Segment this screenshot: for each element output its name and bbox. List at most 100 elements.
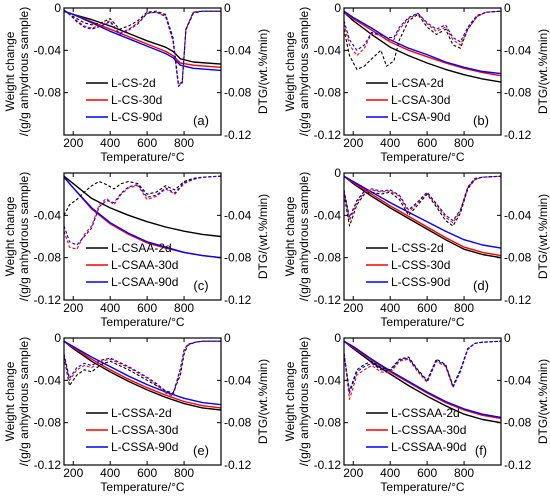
y-right-tick-label: -0.12 bbox=[504, 293, 532, 307]
y-right-tick-label: -0.04 bbox=[504, 43, 532, 57]
y-right-tick-label: -0.04 bbox=[224, 43, 252, 57]
y-right-tick-label: -0.12 bbox=[224, 128, 252, 142]
y-left-tick-label: -0.04 bbox=[34, 373, 62, 387]
x-tick-label: 400 bbox=[100, 136, 120, 150]
legend-label: L-CSSAA-2d bbox=[391, 406, 460, 420]
series-l-cssaa-2d-dtg bbox=[343, 340, 502, 392]
x-tick-label: 200 bbox=[343, 136, 363, 150]
y-left-tick-label: 0 bbox=[334, 166, 341, 180]
y-left-axis-label: Weight change bbox=[283, 31, 297, 111]
series-l-csaa-2d-tg bbox=[63, 175, 222, 238]
series-l-csa-90d-tg bbox=[343, 10, 502, 75]
series-l-cssa-90d-tg bbox=[63, 340, 222, 406]
y-left-tick-label: 0 bbox=[334, 331, 341, 345]
legend-label: L-CS-30d bbox=[111, 93, 162, 107]
series-l-css-2d-dtg bbox=[343, 175, 502, 227]
y-right-tick-label: -0.08 bbox=[224, 251, 252, 265]
legend-label: L-CS-2d bbox=[111, 76, 156, 90]
series-l-cssaa-90d-tg bbox=[343, 340, 502, 419]
x-tick-label: 400 bbox=[100, 466, 120, 480]
series-l-css-90d-dtg bbox=[343, 175, 502, 222]
series-l-css-90d-tg bbox=[343, 175, 502, 249]
panel-d: 200 400 600 800 0 -0.04 -0.08 -0.12 -0.04 -0.08 -0… bbox=[283, 166, 550, 329]
y-right-tick-label: 0 bbox=[224, 1, 231, 15]
y-right-tick-label: -0.12 bbox=[224, 458, 252, 472]
y-left-tick-label: -0.08 bbox=[34, 86, 62, 100]
y-right-tick-label: -0.08 bbox=[224, 416, 252, 430]
series-l-csaa-30d-dtg bbox=[63, 175, 222, 250]
legend-label: L-CSAA-90d bbox=[111, 275, 178, 289]
x-tick-label: 400 bbox=[100, 301, 120, 315]
y-left-tick-label: -0.12 bbox=[314, 293, 342, 307]
legend-label: L-CSSAA-30d bbox=[391, 423, 466, 437]
y-left-axis-label: /(g/g anhydrous sample) bbox=[297, 337, 311, 466]
panel-tag: (e) bbox=[193, 443, 209, 458]
y-left-tick-label: 0 bbox=[334, 1, 341, 15]
y-right-axis-label: DTG/(wt.%/min) bbox=[536, 29, 550, 114]
y-left-axis-label: /(g/g anhydrous sample) bbox=[297, 172, 311, 301]
y-left-tick-label: -0.04 bbox=[34, 208, 62, 222]
panel-tag: (a) bbox=[193, 113, 209, 128]
panel-tag: (c) bbox=[193, 278, 208, 293]
legend-label: L-CSS-90d bbox=[391, 275, 450, 289]
y-left-axis-label: Weight change bbox=[3, 196, 17, 276]
series-l-cs-30d-dtg bbox=[63, 9, 221, 87]
x-tick-label: 600 bbox=[417, 466, 437, 480]
x-tick-label: 800 bbox=[174, 136, 194, 150]
x-tick-label: 200 bbox=[63, 136, 83, 150]
plot-frame bbox=[63, 7, 222, 136]
x-axis-label: Temperature/°C bbox=[100, 315, 184, 329]
series-l-cssa-90d-dtg bbox=[63, 340, 221, 395]
x-tick-label: 600 bbox=[137, 136, 157, 150]
y-right-tick-label: -0.08 bbox=[504, 251, 532, 265]
y-right-tick-label: -0.04 bbox=[224, 373, 252, 387]
x-tick-label: 800 bbox=[454, 301, 474, 315]
panel-e: 200 400 600 800 0 -0.04 -0.08 -0.12 0 -0.04 -0.08 -… bbox=[3, 331, 270, 494]
legend-label: L-CSAA-30d bbox=[111, 258, 178, 272]
y-right-axis-label: DTG/(wt.%/min) bbox=[256, 29, 270, 114]
y-right-tick-label: 0 bbox=[504, 1, 511, 15]
y-left-tick-label: -0.04 bbox=[34, 43, 62, 57]
series-l-css-30d-tg bbox=[343, 175, 502, 257]
x-axis-label: Temperature/°C bbox=[100, 480, 184, 494]
series-l-cs-90d-dtg bbox=[63, 9, 221, 87]
y-right-tick-label: -0.04 bbox=[504, 373, 532, 387]
panel-f: 200 400 600 800 0 -0.04 -0.08 -0.12 0 -0.04 -0.08 -… bbox=[283, 331, 550, 494]
y-left-tick-label: -0.12 bbox=[314, 458, 342, 472]
y-left-tick-label: -0.12 bbox=[314, 128, 342, 142]
plot-frame bbox=[343, 172, 502, 301]
x-tick-label: 600 bbox=[417, 301, 437, 315]
y-left-tick-label: -0.08 bbox=[314, 86, 342, 100]
x-axis-label: Temperature/°C bbox=[380, 315, 464, 329]
y-right-axis-label: DTG/(wt.%/min) bbox=[256, 359, 270, 444]
series-l-csaa-2d-dtg bbox=[63, 175, 222, 216]
x-tick-label: 200 bbox=[63, 301, 83, 315]
series-l-cssaa-30d-tg bbox=[343, 340, 502, 420]
series-l-cssa-2d-tg bbox=[63, 340, 222, 411]
legend-label: L-CSAA-2d bbox=[111, 241, 172, 255]
y-left-tick-label: -0.04 bbox=[314, 43, 342, 57]
y-right-tick-label: 0 bbox=[224, 331, 231, 345]
panel-tag: (f) bbox=[475, 443, 487, 458]
legend-label: L-CSSA-30d bbox=[111, 423, 178, 437]
legend-label: L-CSS-2d bbox=[391, 241, 444, 255]
plot-frame bbox=[343, 337, 502, 466]
series-l-csaa-90d-dtg bbox=[63, 175, 222, 246]
y-right-tick-label: 0 bbox=[504, 331, 511, 345]
x-tick-label: 800 bbox=[174, 466, 194, 480]
y-right-tick-label: -0.04 bbox=[504, 208, 532, 222]
series-l-csa-2d-dtg bbox=[343, 10, 502, 70]
series-l-css-2d-tg bbox=[343, 175, 502, 259]
x-tick-label: 600 bbox=[417, 136, 437, 150]
x-tick-label: 400 bbox=[380, 136, 400, 150]
y-right-axis-label: DTG/(wt.%/min) bbox=[536, 359, 550, 444]
x-tick-label: 200 bbox=[343, 466, 363, 480]
x-tick-label: 600 bbox=[137, 301, 157, 315]
y-right-tick-label: -0.12 bbox=[504, 128, 532, 142]
series-l-csa-90d-dtg bbox=[343, 10, 502, 51]
y-right-tick-label: -0.08 bbox=[504, 416, 532, 430]
y-left-tick-label: -0.08 bbox=[34, 416, 62, 430]
y-right-tick-label: -0.08 bbox=[504, 86, 532, 100]
panel-b: 200 400 600 800 0 -0.04 -0.08 -0.12 0 -0.04 -0.08 -… bbox=[283, 1, 550, 164]
x-tick-label: 800 bbox=[174, 301, 194, 315]
